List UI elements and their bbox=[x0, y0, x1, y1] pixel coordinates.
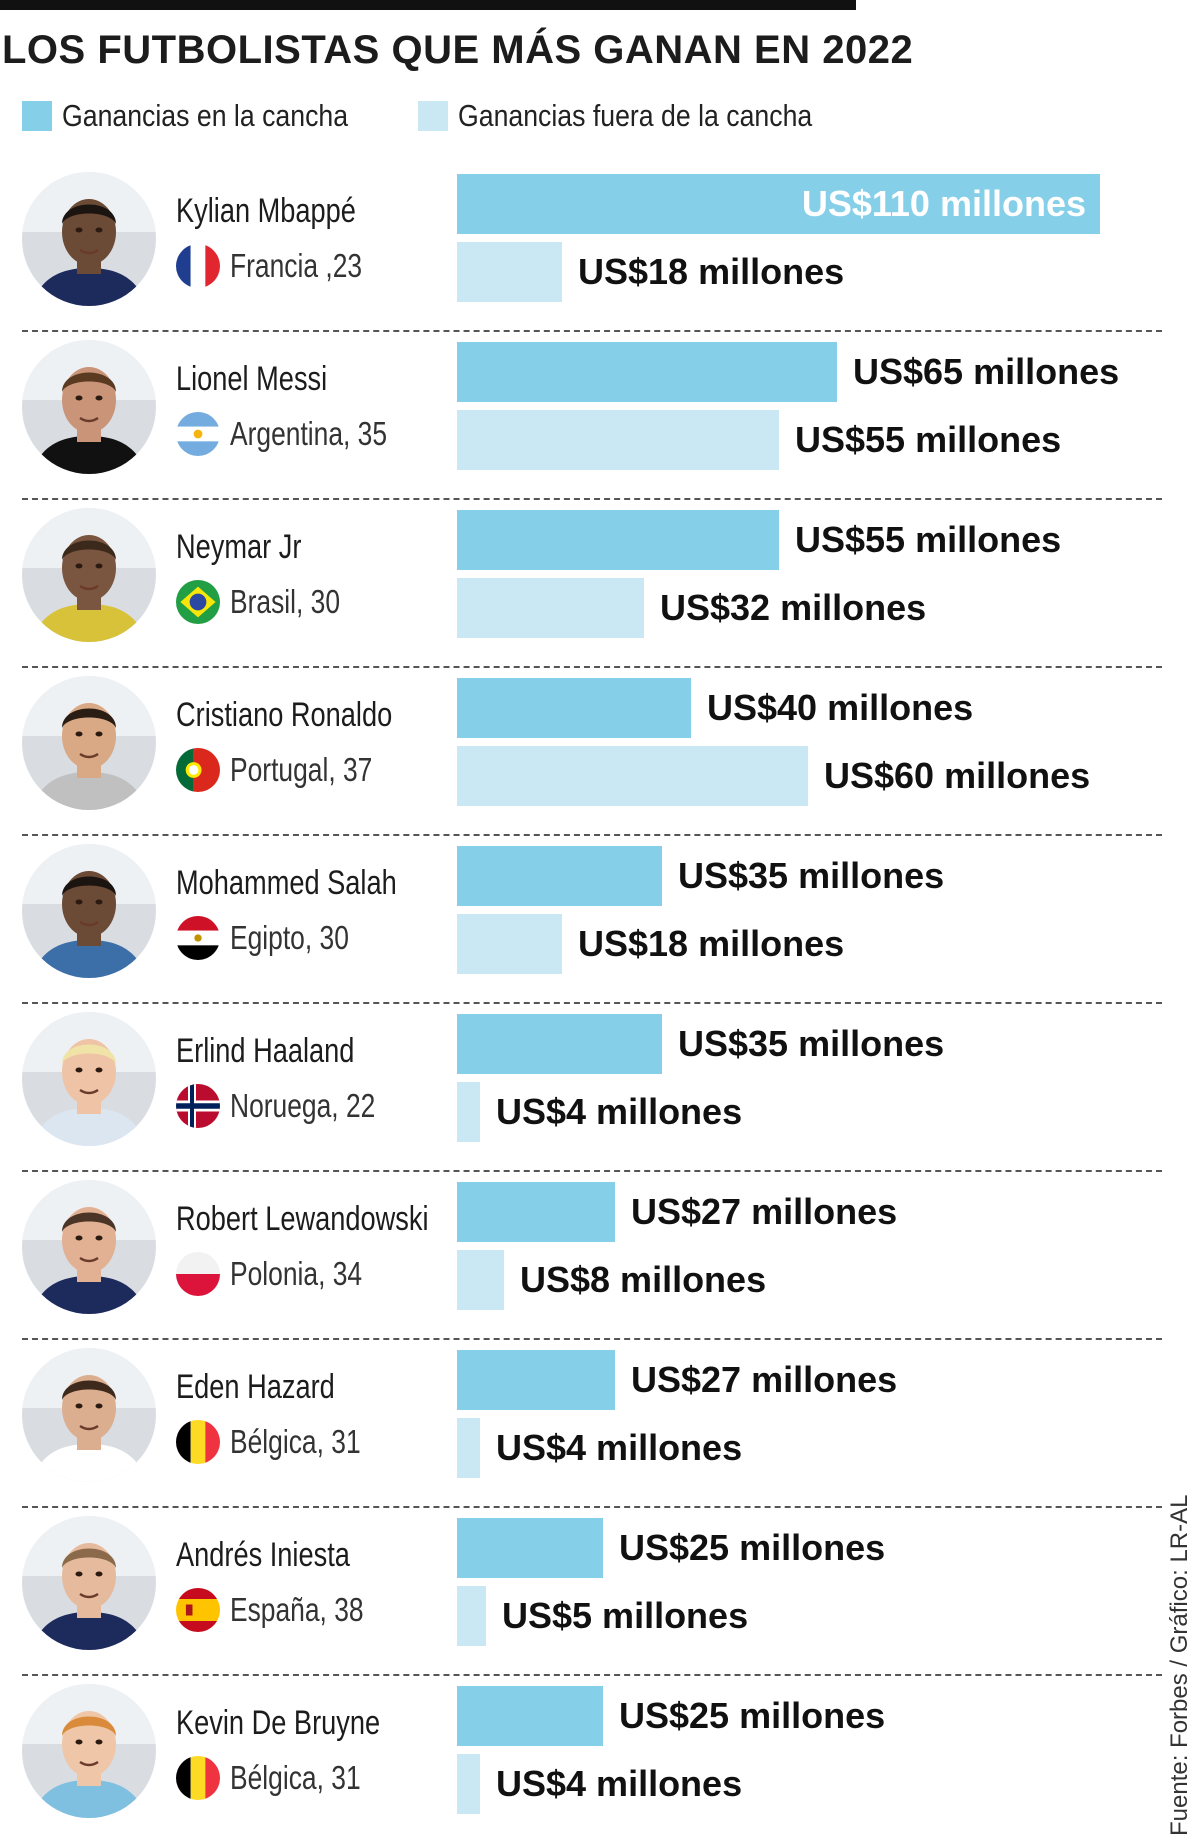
row-divider bbox=[22, 498, 1162, 500]
legend-label-on-field: Ganancias en la cancha bbox=[62, 98, 349, 133]
player-name: Kevin De Bruyne bbox=[176, 1704, 381, 1742]
value-label-off-field: US$4 millones bbox=[496, 1427, 743, 1468]
value-label-off-field: US$5 millones bbox=[502, 1595, 749, 1636]
value-label-on-field: US$35 millones bbox=[678, 855, 945, 896]
bar-on-field bbox=[457, 342, 837, 402]
legend-item-off-field: Ganancias fuera de la cancha bbox=[418, 96, 870, 136]
row-divider bbox=[22, 330, 1162, 332]
belgium-flag bbox=[176, 1756, 220, 1800]
value-label-off-field: US$32 millones bbox=[660, 587, 927, 628]
player-country: España, 38 bbox=[230, 1591, 364, 1628]
player-photo bbox=[22, 1180, 156, 1314]
player-name: Kylian Mbappé bbox=[176, 192, 356, 230]
row-divider bbox=[22, 1674, 1162, 1676]
value-label-off-field: US$55 millones bbox=[795, 419, 1062, 460]
bar-on-field bbox=[457, 1350, 615, 1410]
legend-swatch-on-field bbox=[22, 101, 52, 131]
bar-off-field bbox=[457, 1754, 480, 1814]
bar-off-field bbox=[457, 242, 562, 302]
source-note: Fuente: Forbes / Gráfico: LR-AL bbox=[1166, 1494, 1193, 1836]
player-name: Lionel Messi bbox=[176, 360, 328, 398]
player-photo bbox=[22, 1012, 156, 1146]
row-divider bbox=[22, 666, 1162, 668]
player-name: Eden Hazard bbox=[176, 1368, 335, 1406]
player-country: Noruega, 22 bbox=[230, 1087, 376, 1124]
belgium-flag bbox=[176, 1420, 220, 1464]
portugal-flag bbox=[176, 748, 220, 792]
player-country: Bélgica, 31 bbox=[230, 1423, 361, 1460]
bar-on-field bbox=[457, 846, 662, 906]
bar-on-field bbox=[457, 1014, 662, 1074]
player-country: Egipto, 30 bbox=[230, 919, 349, 956]
value-label-on-field: US$40 millones bbox=[707, 687, 974, 728]
norway-flag bbox=[176, 1084, 220, 1128]
value-label-off-field: US$18 millones bbox=[578, 251, 845, 292]
player-country: Bélgica, 31 bbox=[230, 1759, 361, 1796]
bar-off-field bbox=[457, 1418, 480, 1478]
value-label-on-field: US$27 millones bbox=[631, 1359, 898, 1400]
player-photo bbox=[22, 508, 156, 642]
value-label-on-field: US$25 millones bbox=[619, 1527, 886, 1568]
bar-on-field bbox=[457, 1686, 603, 1746]
value-label-on-field: US$55 millones bbox=[795, 519, 1062, 560]
bar-off-field bbox=[457, 578, 644, 638]
bar-on-field bbox=[457, 174, 1100, 234]
player-photo bbox=[22, 844, 156, 978]
player-photo bbox=[22, 1516, 156, 1650]
player-country: Argentina, 35 bbox=[230, 415, 388, 452]
row-divider bbox=[22, 1338, 1162, 1340]
bar-on-field bbox=[457, 1182, 615, 1242]
bar-off-field bbox=[457, 1250, 504, 1310]
poland-flag bbox=[176, 1252, 220, 1296]
bar-off-field bbox=[457, 914, 562, 974]
bar-off-field bbox=[457, 410, 779, 470]
legend-label-off-field: Ganancias fuera de la cancha bbox=[458, 98, 813, 133]
row-divider bbox=[22, 1002, 1162, 1004]
player-name: Mohammed Salah bbox=[176, 864, 397, 902]
value-label-on-field: US$65 millones bbox=[853, 351, 1120, 392]
player-name: Cristiano Ronaldo bbox=[176, 696, 393, 734]
value-label-off-field: US$4 millones bbox=[496, 1763, 743, 1804]
value-label-on-field: US$35 millones bbox=[678, 1023, 945, 1064]
bar-on-field bbox=[457, 678, 691, 738]
bar-off-field bbox=[457, 1586, 486, 1646]
legend-swatch-off-field bbox=[418, 101, 448, 131]
argentina-flag bbox=[176, 412, 220, 456]
bar-off-field bbox=[457, 746, 808, 806]
bar-on-field bbox=[457, 510, 779, 570]
player-country: Francia ,23 bbox=[230, 247, 363, 284]
row-divider bbox=[22, 1506, 1162, 1508]
value-label-on-field: US$25 millones bbox=[619, 1695, 886, 1736]
player-name: Andrés Iniesta bbox=[176, 1536, 350, 1574]
player-name: Robert Lewandowski bbox=[176, 1200, 429, 1238]
bar-on-field bbox=[457, 1518, 603, 1578]
player-photo bbox=[22, 172, 156, 306]
value-label-off-field: US$18 millones bbox=[578, 923, 845, 964]
row-divider bbox=[22, 1170, 1162, 1172]
player-country: Polonia, 34 bbox=[230, 1255, 363, 1292]
france-flag bbox=[176, 244, 220, 288]
player-photo bbox=[22, 676, 156, 810]
player-photo bbox=[22, 1684, 156, 1818]
legend-item-on-field: Ganancias en la cancha bbox=[22, 96, 395, 136]
value-label-on-field: US$110 millones bbox=[801, 183, 1086, 224]
player-country: Brasil, 30 bbox=[230, 583, 341, 620]
value-label-on-field: US$27 millones bbox=[631, 1191, 898, 1232]
chart-title: LOS FUTBOLISTAS QUE MÁS GANAN EN 2022 bbox=[2, 28, 914, 72]
egypt-flag bbox=[176, 916, 220, 960]
brazil-flag bbox=[176, 580, 220, 624]
player-name: Erlind Haaland bbox=[176, 1032, 355, 1070]
value-label-off-field: US$8 millones bbox=[520, 1259, 767, 1300]
player-photo bbox=[22, 340, 156, 474]
bar-off-field bbox=[457, 1082, 480, 1142]
player-photo bbox=[22, 1348, 156, 1482]
spain-flag bbox=[176, 1588, 220, 1632]
player-name: Neymar Jr bbox=[176, 528, 302, 566]
row-divider bbox=[22, 834, 1162, 836]
value-label-off-field: US$60 millones bbox=[824, 755, 1091, 796]
player-country: Portugal, 37 bbox=[230, 751, 373, 788]
value-label-off-field: US$4 millones bbox=[496, 1091, 743, 1132]
top-rule bbox=[0, 0, 856, 10]
